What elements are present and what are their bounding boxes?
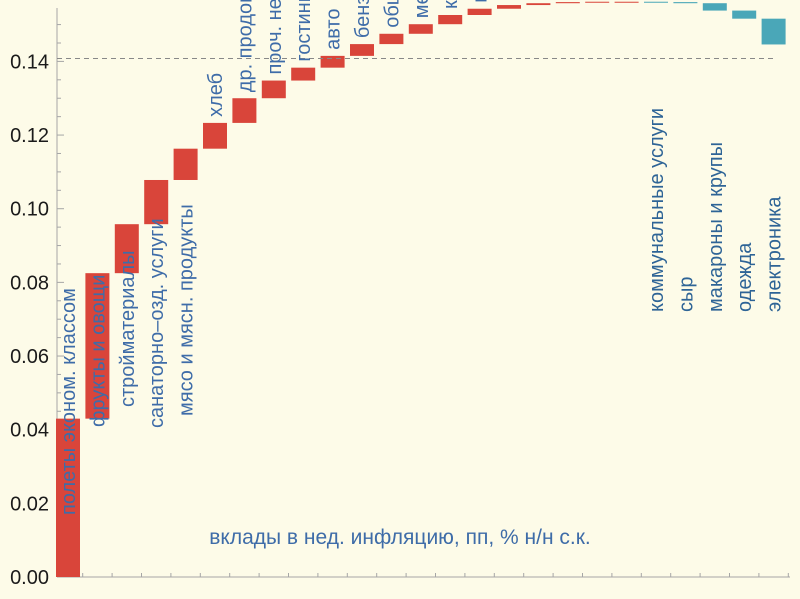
y-tick-label: 0.06	[10, 346, 49, 368]
bar	[497, 5, 521, 9]
bar	[644, 1, 668, 3]
category-label: стройматериалы	[117, 250, 139, 407]
category-label: сыр	[675, 277, 697, 313]
bar	[56, 418, 80, 577]
category-label: авто	[323, 9, 345, 50]
bar	[114, 224, 139, 274]
category-label: электроника	[764, 196, 786, 312]
axes: 0.00 0.02 0.04 0.06 0.08 0.10 0.12 0.14	[10, 8, 790, 589]
category-label: коммунальные услуги	[646, 108, 668, 312]
bar	[203, 122, 227, 149]
y-tick-label: 0.04	[10, 420, 49, 442]
category-label: бензин	[352, 0, 374, 38]
category-label: фрукты и овощи	[87, 275, 109, 427]
bar	[761, 18, 786, 45]
bar	[320, 55, 345, 68]
chart-note: вклады в нед. инфляцию, пп, % н/н с.к.	[209, 526, 591, 549]
bar	[526, 3, 551, 6]
category-label: проч. непроды	[264, 0, 286, 75]
y-tick-label: 0.02	[10, 493, 49, 515]
category-label: медикаменты	[411, 0, 433, 18]
bar	[702, 3, 727, 11]
category-label: общес. транспорт	[381, 0, 403, 28]
category-label: хлеб	[205, 73, 227, 117]
bar	[291, 67, 316, 81]
bars	[56, 1, 786, 577]
category-label: одежда	[734, 242, 756, 312]
y-tick-label: 0.08	[10, 272, 49, 294]
category-label: полеты эконом. классом	[58, 288, 80, 515]
y-tick-label: 0.14	[10, 51, 49, 73]
bar	[614, 1, 639, 3]
category-label: конфеты	[440, 0, 462, 9]
bar	[173, 148, 198, 180]
bar	[350, 44, 374, 56]
bar	[467, 8, 492, 15]
bar	[379, 33, 404, 45]
bar	[144, 179, 169, 225]
category-label: макароны и крупы	[705, 142, 727, 312]
bar	[261, 80, 286, 99]
y-tick-label: 0.10	[10, 199, 49, 221]
bar	[673, 2, 698, 4]
category-label: консервы	[470, 0, 492, 3]
y-tick-label: 0.12	[10, 125, 49, 147]
category-labels: полеты эконом. классом фрукты и овощи стро…	[58, 0, 786, 515]
bar	[232, 98, 257, 123]
category-label: гостиницы	[293, 0, 315, 62]
bar	[408, 24, 433, 34]
bar	[555, 2, 580, 4]
bar	[732, 10, 757, 19]
category-label: др. продов–ие	[234, 0, 256, 92]
bar	[438, 14, 463, 25]
bar	[85, 273, 110, 419]
y-tick-label: 0.00	[10, 567, 49, 589]
category-label: мясо и мясн. продукты	[176, 204, 198, 416]
category-label: санаторно–озд. услуги	[146, 218, 168, 428]
bar	[585, 1, 610, 3]
